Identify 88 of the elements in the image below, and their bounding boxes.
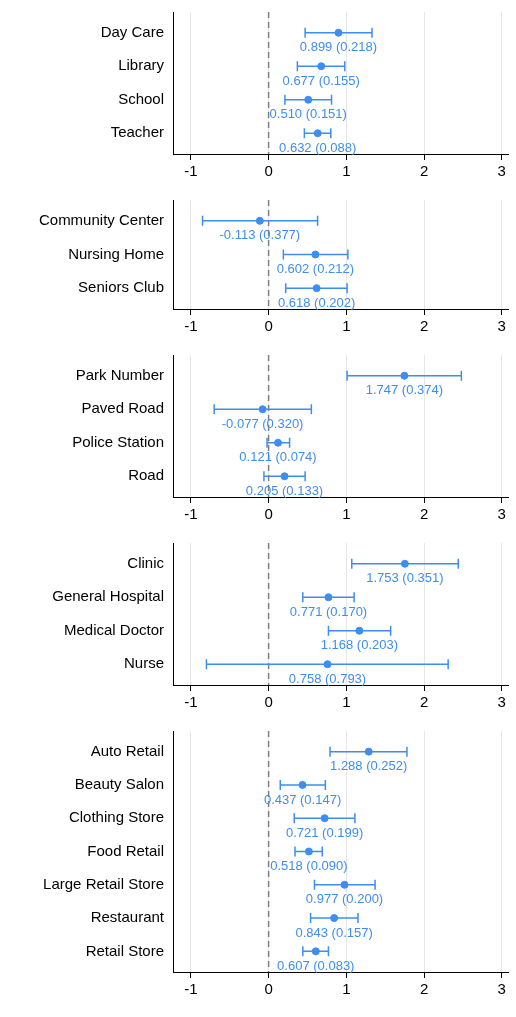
x-tick-label: 2 <box>419 162 429 180</box>
data-label: 0.899 (0.218) <box>299 39 378 55</box>
y-tick-label: Auto Retail <box>90 741 164 759</box>
y-tick-label: School <box>118 89 164 107</box>
point <box>324 593 333 602</box>
y-tick-label: Large Retail Store <box>43 874 164 892</box>
data-label: 0.510 (0.151) <box>269 106 347 122</box>
y-tick-label: General Hospital <box>52 587 164 605</box>
data-label: 1.753 (0.351) <box>366 570 444 586</box>
x-tick-label: 1 <box>342 162 351 180</box>
point <box>320 814 329 823</box>
x-tick-label: 0 <box>264 162 273 180</box>
data-label: 0.843 (0.157) <box>295 924 373 940</box>
point <box>364 747 373 756</box>
y-tick-label: Clothing Store <box>68 808 164 826</box>
point <box>340 880 349 889</box>
y-tick-label: Beauty Salon <box>74 775 164 793</box>
point <box>298 780 307 789</box>
point <box>317 62 326 71</box>
point <box>280 472 289 481</box>
x-tick-label: -1 <box>184 317 198 335</box>
x-tick-label: 3 <box>497 505 506 523</box>
x-tick-label: 1 <box>342 980 351 998</box>
point <box>274 438 283 447</box>
x-tick-label: 2 <box>419 317 429 335</box>
data-label: 1.288 (0.252) <box>330 758 408 774</box>
x-tick-label: -1 <box>184 693 198 711</box>
x-tick-label: 3 <box>497 162 506 180</box>
y-tick-label: Clinic <box>127 553 165 571</box>
data-label: 0.977 (0.200) <box>305 891 384 907</box>
x-tick-label: 3 <box>497 317 506 335</box>
y-tick-label: Library <box>118 56 165 74</box>
data-label: 0.437 (0.147) <box>263 791 342 807</box>
x-tick-label: 2 <box>419 693 429 711</box>
x-tick-label: 2 <box>419 980 429 998</box>
x-tick-label: 0 <box>264 980 273 998</box>
point <box>311 947 320 956</box>
data-label: 0.677 (0.155) <box>282 72 360 88</box>
point <box>304 847 313 856</box>
y-tick-label: Retail Store <box>85 941 164 959</box>
x-tick-label: 1 <box>342 317 351 335</box>
y-tick-label: Food Retail <box>87 841 164 859</box>
y-tick-label: Seniors Club <box>78 278 164 296</box>
y-tick-label: Park Number <box>75 365 164 383</box>
x-tick-label: 0 <box>264 505 273 523</box>
data-label: 1.168 (0.203) <box>320 637 399 653</box>
data-label: 1.747 (0.374) <box>365 382 444 398</box>
x-tick-label: 1 <box>342 505 351 523</box>
y-tick-label: Paved Road <box>81 399 164 417</box>
data-label: 0.758 (0.793) <box>288 670 367 686</box>
point <box>313 129 322 138</box>
data-label: 0.618 (0.202) <box>277 294 356 310</box>
x-tick-label: 3 <box>497 693 506 711</box>
data-label: -0.077 (0.320) <box>221 415 304 431</box>
y-tick-label: Restaurant <box>90 908 165 926</box>
data-label: 0.771 (0.170) <box>289 603 368 619</box>
data-label: 0.632 (0.088) <box>279 139 357 155</box>
y-tick-label: Nurse <box>123 654 164 672</box>
point <box>400 371 409 380</box>
y-tick-label: Road <box>128 466 164 484</box>
data-label: 0.205 (0.133) <box>245 482 324 498</box>
data-label: 0.607 (0.083) <box>277 957 355 973</box>
point <box>258 405 267 414</box>
data-label: 0.121 (0.074) <box>239 449 317 465</box>
point <box>355 626 364 635</box>
y-tick-label: Teacher <box>110 123 164 141</box>
data-label: 0.721 (0.199) <box>285 824 364 840</box>
point <box>304 95 313 104</box>
data-label: -0.113 (0.377) <box>219 227 301 243</box>
y-tick-label: Medical Doctor <box>63 620 164 638</box>
x-tick-label: 1 <box>342 693 351 711</box>
x-tick-label: 2 <box>419 505 429 523</box>
x-tick-label: 0 <box>264 317 273 335</box>
x-tick-label: 3 <box>497 980 506 998</box>
data-label: 0.602 (0.212) <box>276 261 355 277</box>
point <box>400 559 409 568</box>
x-tick-label: 0 <box>264 693 273 711</box>
point <box>323 660 332 669</box>
point <box>334 28 343 37</box>
x-tick-label: -1 <box>184 162 198 180</box>
y-tick-label: Day Care <box>100 22 164 40</box>
y-tick-label: Police Station <box>72 432 164 450</box>
y-tick-label: Nursing Home <box>68 244 164 262</box>
y-tick-label: Community Center <box>38 211 164 228</box>
x-tick-label: -1 <box>184 980 198 998</box>
point <box>330 914 339 923</box>
x-tick-label: -1 <box>184 505 198 523</box>
data-label: 0.518 (0.090) <box>270 858 348 874</box>
